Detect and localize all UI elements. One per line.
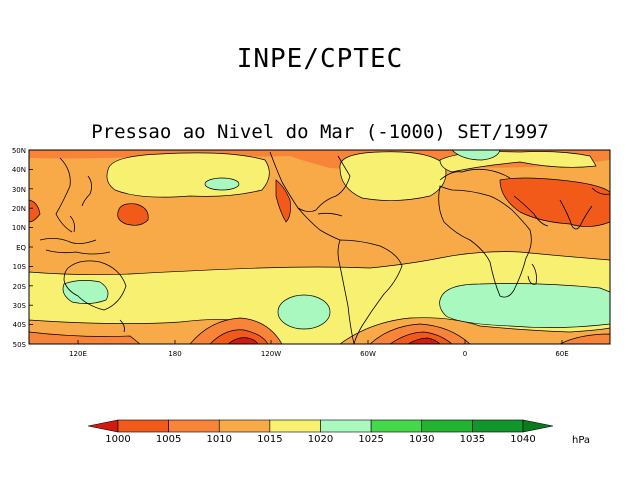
colorbar-level-label: 1020 (308, 434, 333, 445)
lon-label-180: 180 (168, 350, 181, 358)
lat-label-30n: 30N (12, 186, 26, 194)
colorbar-box (117, 419, 169, 433)
colorbar-box (472, 419, 524, 433)
lat-label-20n: 20N (12, 205, 26, 213)
pressure-field (29, 150, 610, 344)
field-natl-high (339, 151, 447, 201)
colorbar-level-label: 1040 (510, 434, 535, 445)
field-aus-high (62, 280, 109, 304)
lat-label-40s: 40S (13, 321, 27, 329)
lon-label-120w: 120W (261, 350, 281, 358)
field-soc-1005-d (559, 333, 610, 344)
lat-label-10s: 10S (13, 263, 27, 271)
colorbar-level-label: 1035 (460, 434, 485, 445)
lat-label-10n: 10N (12, 224, 26, 232)
coastlines (39, 151, 610, 344)
colorbar-level-label: 1025 (358, 434, 383, 445)
field-soc-1005-a (29, 331, 141, 344)
colorbar-low-triangle (87, 419, 119, 433)
colorbar-level-label: 1010 (207, 434, 232, 445)
org-title: INPE/CPTEC (236, 44, 404, 74)
field-soc-995-c (407, 337, 441, 344)
field-west-edge-low (29, 199, 41, 223)
colorbar-box (168, 419, 220, 433)
colorbar-level-label: 1000 (105, 434, 130, 445)
field-spac-high (277, 294, 331, 330)
field-wpac-low (117, 203, 149, 226)
lon-label-0: 0 (463, 350, 467, 358)
field-soc-995-b (227, 337, 259, 344)
colorbar-box (421, 419, 473, 433)
colorbar-box (370, 419, 423, 433)
lat-label-20s: 20S (13, 283, 27, 291)
lon-label-60e: 60E (555, 350, 568, 358)
field-satl-high (439, 283, 610, 328)
colorbar-high-triangle (522, 419, 554, 433)
colorbar-box (218, 419, 271, 433)
field-mexico-low (275, 179, 291, 223)
lat-label-eq: EQ (16, 244, 26, 252)
lat-label-50n: 50N (12, 147, 26, 155)
latitude-axis: 50N 40N 30N 20N 10N EQ 10S 20S 30S 40S 5… (12, 147, 33, 349)
map-title: Pressao ao Nivel do Mar (-1000) SET/1997 (91, 121, 549, 143)
colorbar-box (320, 419, 372, 433)
field-asia-low (499, 177, 610, 227)
lat-label-30s: 30S (13, 302, 27, 310)
lon-label-120e: 120E (69, 350, 87, 358)
lat-label-50s: 50S (13, 341, 27, 349)
colorbar-level-label: 1030 (409, 434, 434, 445)
colorbar-level-label: 1005 (156, 434, 181, 445)
field-npac-high (106, 152, 270, 198)
field-europe-1020 (451, 150, 501, 161)
colorbar-level-label: 1015 (257, 434, 282, 445)
lat-label-40n: 40N (12, 166, 26, 174)
colorbar-box (269, 419, 321, 433)
lon-label-60w: 60W (360, 350, 376, 358)
colorbar: 1000 1005 1010 1015 1020 1025 1030 1035 1040 (87, 419, 554, 445)
longitude-axis: 120E 180 120W 60W 0 60E (69, 340, 569, 358)
colorbar-unit: hPa (572, 435, 590, 446)
field-npac-core (204, 177, 240, 191)
